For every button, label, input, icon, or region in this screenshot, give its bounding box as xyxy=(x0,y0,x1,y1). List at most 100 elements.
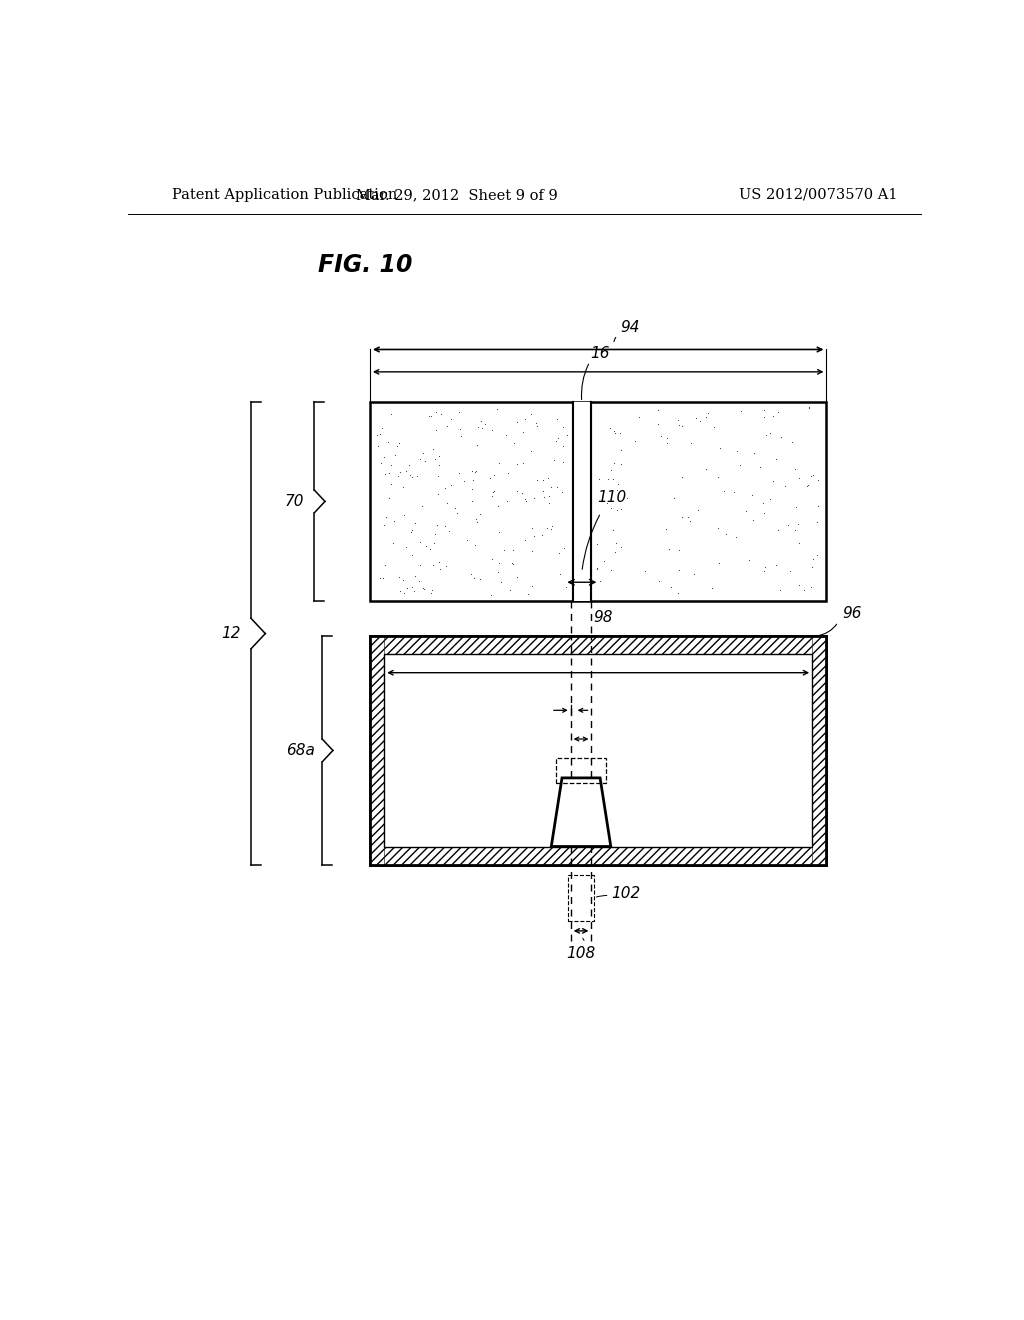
Point xyxy=(403,519,420,540)
Point xyxy=(502,579,518,601)
Point xyxy=(797,579,813,601)
Point xyxy=(799,475,815,496)
Point xyxy=(637,561,653,582)
Point xyxy=(790,513,806,535)
Point xyxy=(551,543,567,564)
Point xyxy=(728,527,744,548)
Point xyxy=(415,442,431,463)
Point xyxy=(471,503,487,524)
Point xyxy=(784,432,801,453)
Point xyxy=(385,532,401,553)
Point xyxy=(599,469,615,490)
Bar xyxy=(370,636,826,655)
Point xyxy=(428,401,444,422)
Point xyxy=(376,515,392,536)
Point xyxy=(464,491,480,512)
Point xyxy=(602,417,618,438)
Point xyxy=(529,469,546,490)
Point xyxy=(558,425,574,446)
Point xyxy=(671,414,687,436)
Point xyxy=(592,570,608,591)
Point xyxy=(430,454,446,475)
Point xyxy=(482,467,499,488)
Point xyxy=(378,506,394,527)
Text: 16: 16 xyxy=(590,346,609,362)
Point xyxy=(599,492,615,513)
Point xyxy=(401,465,418,486)
Point xyxy=(417,450,433,471)
Point xyxy=(485,480,502,502)
Point xyxy=(605,420,622,441)
Point xyxy=(373,453,389,474)
Point xyxy=(500,463,516,484)
Point xyxy=(716,480,732,502)
Point xyxy=(523,403,540,424)
Point xyxy=(740,549,757,570)
Point xyxy=(442,475,459,496)
Point xyxy=(407,512,423,533)
Point xyxy=(387,445,403,466)
Point xyxy=(459,529,475,550)
Point xyxy=(605,469,622,490)
Point xyxy=(399,578,416,599)
Point xyxy=(443,408,460,429)
Point xyxy=(731,454,748,475)
Point xyxy=(770,401,786,422)
Point xyxy=(469,434,485,455)
Point xyxy=(509,411,525,432)
Point xyxy=(517,529,534,550)
Point xyxy=(791,532,807,553)
Point xyxy=(607,422,624,444)
Point xyxy=(605,453,622,474)
Text: 70: 70 xyxy=(285,494,304,510)
Point xyxy=(389,465,406,486)
Point xyxy=(519,583,536,605)
Point xyxy=(706,416,722,437)
Point xyxy=(464,461,480,482)
Point xyxy=(398,461,415,482)
Point xyxy=(401,455,418,477)
Point xyxy=(613,536,630,557)
Point xyxy=(810,496,826,517)
Point xyxy=(762,488,778,510)
Point xyxy=(555,436,571,457)
Text: 102: 102 xyxy=(611,886,640,900)
Point xyxy=(658,519,675,540)
Point xyxy=(509,480,525,502)
Point xyxy=(713,437,729,458)
Point xyxy=(451,401,467,422)
Bar xyxy=(370,636,826,865)
Point xyxy=(555,416,571,437)
Point xyxy=(555,537,571,558)
Point xyxy=(786,458,803,479)
Point xyxy=(377,463,393,484)
Point xyxy=(777,475,794,496)
Point xyxy=(690,499,707,520)
Bar xyxy=(568,875,594,921)
Point xyxy=(758,425,774,446)
Point xyxy=(613,454,630,475)
Point xyxy=(439,492,456,513)
Point xyxy=(439,416,456,437)
Point xyxy=(422,582,438,603)
Point xyxy=(427,449,443,470)
Point xyxy=(718,523,734,544)
Point xyxy=(438,556,455,577)
Point xyxy=(544,517,560,539)
Point xyxy=(431,446,447,467)
Point xyxy=(804,556,820,577)
Point xyxy=(430,466,446,487)
Point xyxy=(424,438,440,459)
Point xyxy=(381,487,397,508)
Point xyxy=(383,474,399,495)
Point xyxy=(596,550,612,572)
Point xyxy=(389,436,406,457)
Point xyxy=(472,569,488,590)
Point xyxy=(611,422,628,444)
Point xyxy=(602,498,618,519)
Point xyxy=(403,521,420,543)
Text: 110: 110 xyxy=(597,490,626,506)
Point xyxy=(537,487,553,508)
Point xyxy=(433,404,450,425)
Point xyxy=(543,477,559,498)
